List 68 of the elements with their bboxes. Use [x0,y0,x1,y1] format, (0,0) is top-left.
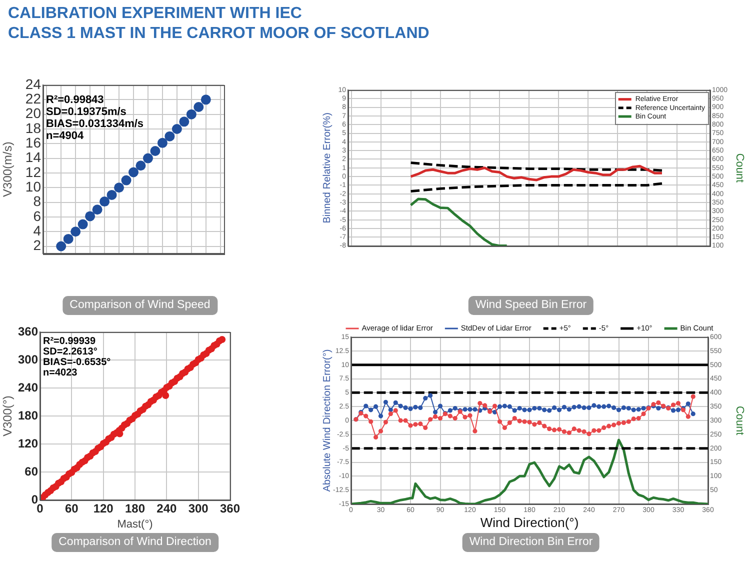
y-tick-label: 8 [33,193,42,210]
point [114,182,124,193]
annotation: R²=0.99843 [46,94,104,106]
point [142,153,153,164]
annotation: n=4904 [46,130,84,142]
y-tick-label: 4 [33,222,42,238]
y2-axis-title: Count [733,153,746,183]
y-tick-label: 240 [18,380,38,394]
text: Wind Speed Bin Error [468,296,594,315]
line-series [410,182,664,193]
annotation: BIAS=-0.6535° [43,357,111,368]
point [150,146,160,156]
y-tick-label: 12 [25,164,42,180]
y-axis-title: V300(m/s) [0,142,15,197]
y-tick-label: 18 [25,120,42,136]
x-tick-label: 60 [64,502,79,516]
x-tick-label: 360 [220,502,240,516]
line-series [410,161,664,172]
y-tick-label: 24 [25,76,42,92]
point [200,94,211,105]
y-tick-label: 360 [18,324,38,338]
point [70,226,81,237]
y-tick-label: 120 [18,436,38,450]
point [85,211,96,222]
text: Wind Direction Bin Error [462,533,600,552]
y-axis-title: V300(°) [0,396,15,436]
annotation: SD=2.2613° [43,346,98,358]
point [186,109,196,120]
point [157,138,168,148]
point [172,124,182,134]
x-axis-title: Mast(°) [117,518,153,530]
y-tick-label: 16 [25,134,42,151]
point [56,241,66,252]
y-tick-label: 10 [25,178,42,194]
point [106,190,117,200]
point [63,234,74,244]
y-tick-label: 180 [18,408,38,422]
y-tick-label: 14 [25,149,42,166]
y-axis-title: Absolute Wind Direction Error(°) [322,349,333,492]
text: Comparison of Wind Direction [52,533,218,552]
annotation: R²=0.99939 [43,336,96,347]
annotation: SD=0.19375m/s [46,106,126,118]
y-tick-label: 2 [33,237,42,254]
y-tick-label: 22 [25,90,42,107]
point [136,160,146,171]
x-tick-label: 240 [156,502,177,516]
annotation: BIAS=0.031334m/s [46,118,144,130]
y-tick-label: 6 [33,208,42,224]
text: Comparison of Wind Speed [62,296,218,315]
point [179,116,190,127]
y-tick-label: 300 [18,352,38,366]
point [164,131,175,142]
point [92,204,102,215]
x-axis-title: Wind Direction(°) [480,514,579,530]
point [100,196,110,207]
point [194,102,204,112]
x-tick-label: 120 [93,502,114,516]
y2-axis-title: Count [733,406,746,436]
y-tick-label: 60 [24,464,38,478]
y-axis-title: Binned Relative Error(%) [322,112,333,224]
point [128,167,138,178]
x-tick-label: 300 [188,502,209,516]
y-tick-label: 20 [25,105,42,122]
chart-title: CALIBRATION EXPERIMENT WITH IEC CLASS 1 MAST IN THE CARROT MOOR OF SCOTLAND [8,4,430,44]
point [121,175,132,186]
annotation: n=4023 [43,368,78,378]
x-tick-label: 180 [124,502,146,516]
point [78,219,88,230]
